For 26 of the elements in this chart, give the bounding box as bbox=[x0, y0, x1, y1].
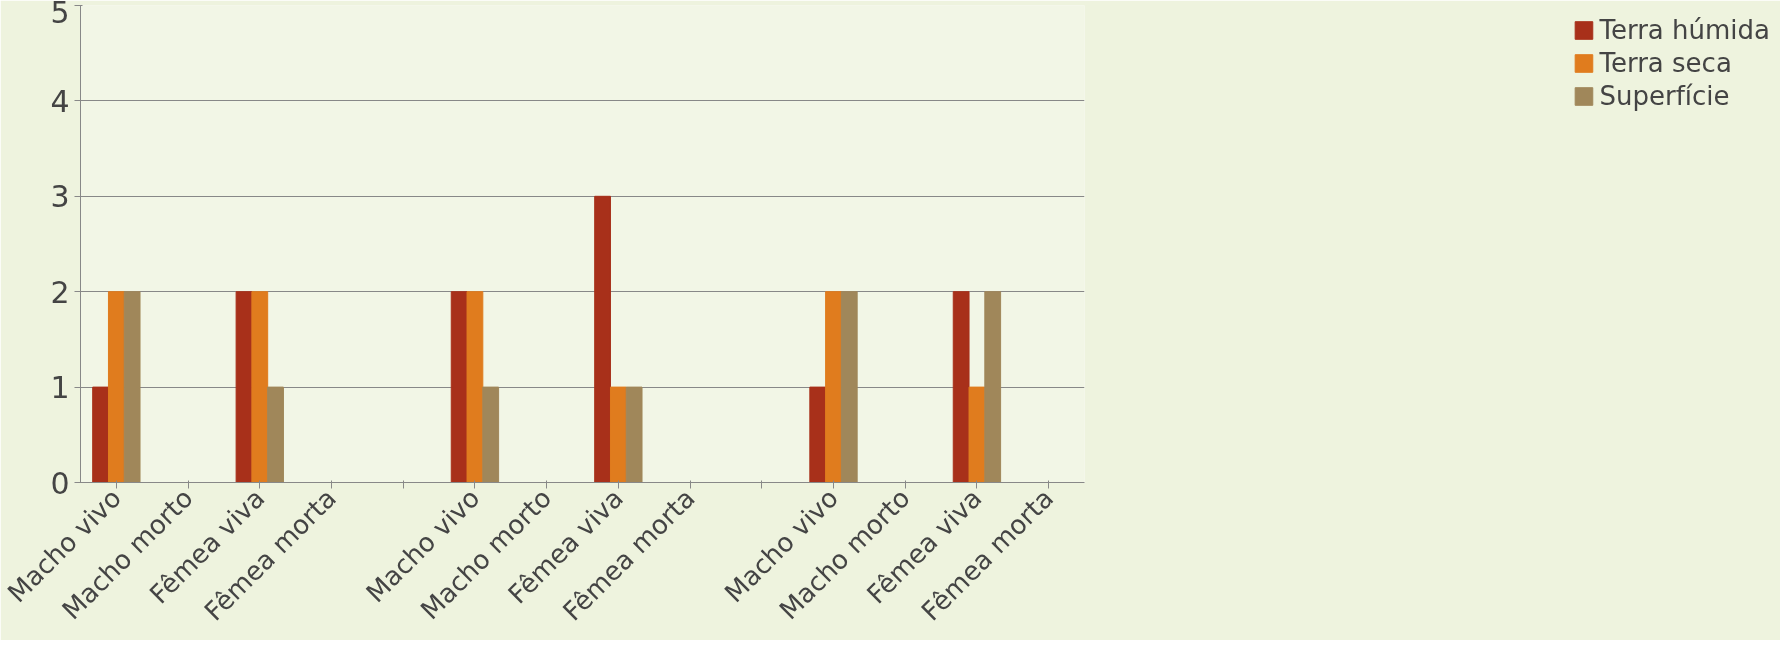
bar bbox=[968, 386, 986, 483]
bar bbox=[235, 291, 253, 483]
bar bbox=[92, 386, 109, 483]
bar bbox=[482, 386, 500, 483]
bar bbox=[609, 386, 627, 483]
bar bbox=[809, 386, 827, 483]
bar bbox=[466, 291, 484, 483]
legend-label: Terra húmida bbox=[1599, 15, 1770, 45]
bar bbox=[267, 386, 284, 483]
bar bbox=[625, 386, 643, 483]
bar bbox=[594, 195, 611, 483]
bar bbox=[251, 291, 269, 483]
legend-label: Superfície bbox=[1599, 81, 1730, 111]
y-tick-label: 0 bbox=[50, 465, 70, 501]
bar bbox=[952, 291, 970, 483]
y-tick-label: 2 bbox=[50, 274, 70, 310]
y-tick-label: 3 bbox=[50, 179, 70, 215]
bar bbox=[107, 291, 125, 483]
y-tick-label: 5 bbox=[50, 0, 70, 30]
bar bbox=[825, 291, 842, 483]
bar bbox=[123, 291, 141, 483]
y-tick-label: 4 bbox=[50, 83, 70, 119]
bar bbox=[840, 291, 858, 483]
legend-label: Terra seca bbox=[1599, 48, 1732, 78]
bar bbox=[984, 291, 1002, 483]
y-tick-label: 1 bbox=[50, 370, 70, 406]
